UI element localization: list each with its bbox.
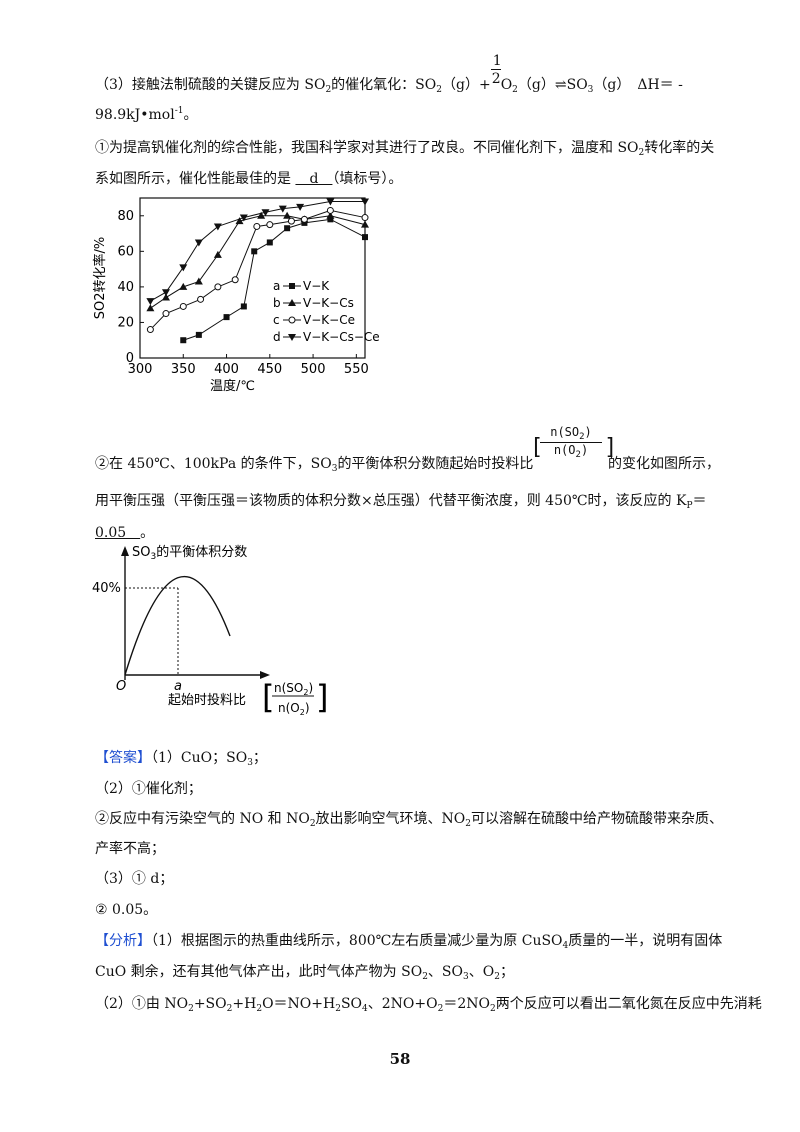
series-d-point bbox=[162, 289, 170, 296]
chart2-bracket-left: [ bbox=[262, 678, 274, 716]
answer-l4: 产率不高； bbox=[95, 838, 165, 858]
series-d-point bbox=[361, 199, 369, 206]
q3b-p1-end: 的变化如图所示， bbox=[608, 453, 720, 473]
series-c-point bbox=[288, 218, 294, 224]
chart2-xmark: a bbox=[174, 679, 182, 694]
chart2-ytick-40: 40% bbox=[92, 581, 121, 596]
series-c-point bbox=[215, 284, 221, 290]
so3-fraction-chart: SO3的平衡体积分数 40% O a 起始时投料比 [ n(SO2) n(O2)… bbox=[90, 540, 330, 720]
page-number: 58 bbox=[0, 1050, 800, 1068]
legend-marker bbox=[289, 283, 295, 289]
legend-letter: b bbox=[273, 296, 281, 310]
series-c-point bbox=[163, 311, 169, 317]
q3b-p2: 用平衡压强（平衡压强＝该物质的体积分数×总压强）代替平衡浓度，则 450℃时，该… bbox=[95, 490, 707, 511]
q3-line2: 98.9kJ•mol-1。 bbox=[95, 104, 198, 124]
series-c-point bbox=[232, 277, 238, 283]
legend-letter: d bbox=[273, 330, 281, 344]
answer-tag: 【答案】 bbox=[95, 750, 151, 766]
y-tick-label: 0 bbox=[126, 351, 134, 366]
y-tick-label: 60 bbox=[117, 244, 134, 259]
legend-label: V−K−Cs bbox=[303, 296, 354, 310]
series-c-point bbox=[254, 223, 260, 229]
x-tick-label: 550 bbox=[344, 362, 369, 377]
series-a-point bbox=[362, 234, 368, 240]
legend-label: V−K bbox=[303, 279, 330, 293]
answer-l3: ②反应中有污染空气的 NO 和 NO2放出影响空气环境、NO2可以溶解在硫酸中给… bbox=[95, 808, 723, 829]
answer-blank-kp: 0.05 bbox=[95, 525, 140, 541]
series-d-point bbox=[195, 239, 203, 246]
chart2-origin: O bbox=[116, 679, 126, 694]
chart2-frac-num: n(SO2) bbox=[274, 681, 313, 697]
y-axis-arrow bbox=[121, 546, 129, 556]
series-c-point bbox=[362, 215, 368, 221]
series-a-point bbox=[267, 239, 273, 245]
legend-letter: c bbox=[273, 313, 280, 327]
series-b-point bbox=[195, 278, 203, 285]
series-a-point bbox=[241, 303, 247, 309]
answer-l1: 【答案】（1）CuO；SO3； bbox=[95, 747, 267, 768]
x-tick-label: 350 bbox=[171, 362, 196, 377]
y-axis-label: SO2转化率/% bbox=[92, 237, 108, 320]
conversion-chart: 300 350 400 450 500 550 0 20 40 60 80 温度/℃ SO2转化率/% a… bbox=[90, 188, 430, 403]
analysis-l3: （2）①由 NO2+SO2+H2O＝NO+H2SO4、2NO+O2＝2NO2两个… bbox=[95, 993, 762, 1014]
y-tick-label: 20 bbox=[117, 315, 134, 330]
series-b-point bbox=[146, 304, 154, 311]
series-b-point bbox=[214, 251, 222, 258]
y-tick-label: 40 bbox=[117, 280, 134, 295]
x-tick-label: 500 bbox=[301, 362, 326, 377]
answer-l6: ② 0.05。 bbox=[95, 899, 157, 919]
x-tick-label: 400 bbox=[214, 362, 239, 377]
answer-l5: （3）① d； bbox=[95, 868, 173, 888]
x-axis-label: 温度/℃ bbox=[210, 378, 255, 394]
series-d-point bbox=[179, 264, 187, 271]
series-b-point bbox=[283, 212, 291, 219]
answer-l2: （2）①催化剂； bbox=[95, 778, 202, 798]
ratio-fraction-text: [ n(SO2) n(O2) ] bbox=[530, 425, 610, 460]
analysis-l2: CuO 剩余，还有其他气体产出，此时气体产物为 SO2、SO3、O2； bbox=[95, 961, 514, 982]
q3-line1: （3）接触法制硫酸的关键反应为 SO2的催化氧化：SO2（g）+ 1 2 O2（g）⇌… bbox=[95, 74, 683, 95]
series-c-point bbox=[267, 222, 273, 228]
series-a-point bbox=[251, 248, 257, 254]
legend-marker bbox=[289, 317, 295, 323]
q3-p1: ①为提高钒催化剂的综合性能，我国科学家对其进行了改良。不同催化剂下，温度和 SO… bbox=[95, 137, 714, 158]
x-tick-label: 450 bbox=[257, 362, 282, 377]
chart2-frac-den: n(O2) bbox=[278, 701, 310, 717]
analysis-l1: 【分析】（1）根据图示的热重曲线所示，800℃左右质量减少量为原 CuSO4质量… bbox=[95, 930, 722, 951]
series-c-point bbox=[147, 327, 153, 333]
analysis-tag: 【分析】 bbox=[95, 933, 151, 949]
legend-letter: a bbox=[273, 279, 280, 293]
legend-label: V−K−Ce bbox=[303, 313, 355, 327]
series-a-point bbox=[284, 225, 290, 231]
q3b-p1: ②在 450℃、100kPa 的条件下，SO3的平衡体积分数随起始时投料比 bbox=[95, 453, 533, 474]
series-c-point bbox=[301, 216, 307, 222]
y-tick-label: 80 bbox=[117, 209, 134, 224]
series-d-point bbox=[146, 298, 154, 305]
legend-label: V−K−Cs−Ce bbox=[303, 330, 380, 344]
chart2-bracket-right: ] bbox=[316, 678, 328, 716]
series-c-point bbox=[198, 296, 204, 302]
chart2-ytitle: SO3的平衡体积分数 bbox=[132, 544, 247, 562]
series-c-point bbox=[327, 207, 333, 213]
chart2-xlabel: 起始时投料比 bbox=[168, 692, 246, 708]
series-a-point bbox=[196, 332, 202, 338]
answer-blank-d: d bbox=[295, 171, 332, 187]
series-a-point bbox=[224, 314, 230, 320]
series-c-point bbox=[180, 303, 186, 309]
q3b-p3: 0.05 。 bbox=[95, 522, 154, 542]
series-a-point bbox=[180, 337, 186, 343]
q3-p2: 系如图所示，催化性能最佳的是 d （填标号）。 bbox=[95, 168, 402, 188]
